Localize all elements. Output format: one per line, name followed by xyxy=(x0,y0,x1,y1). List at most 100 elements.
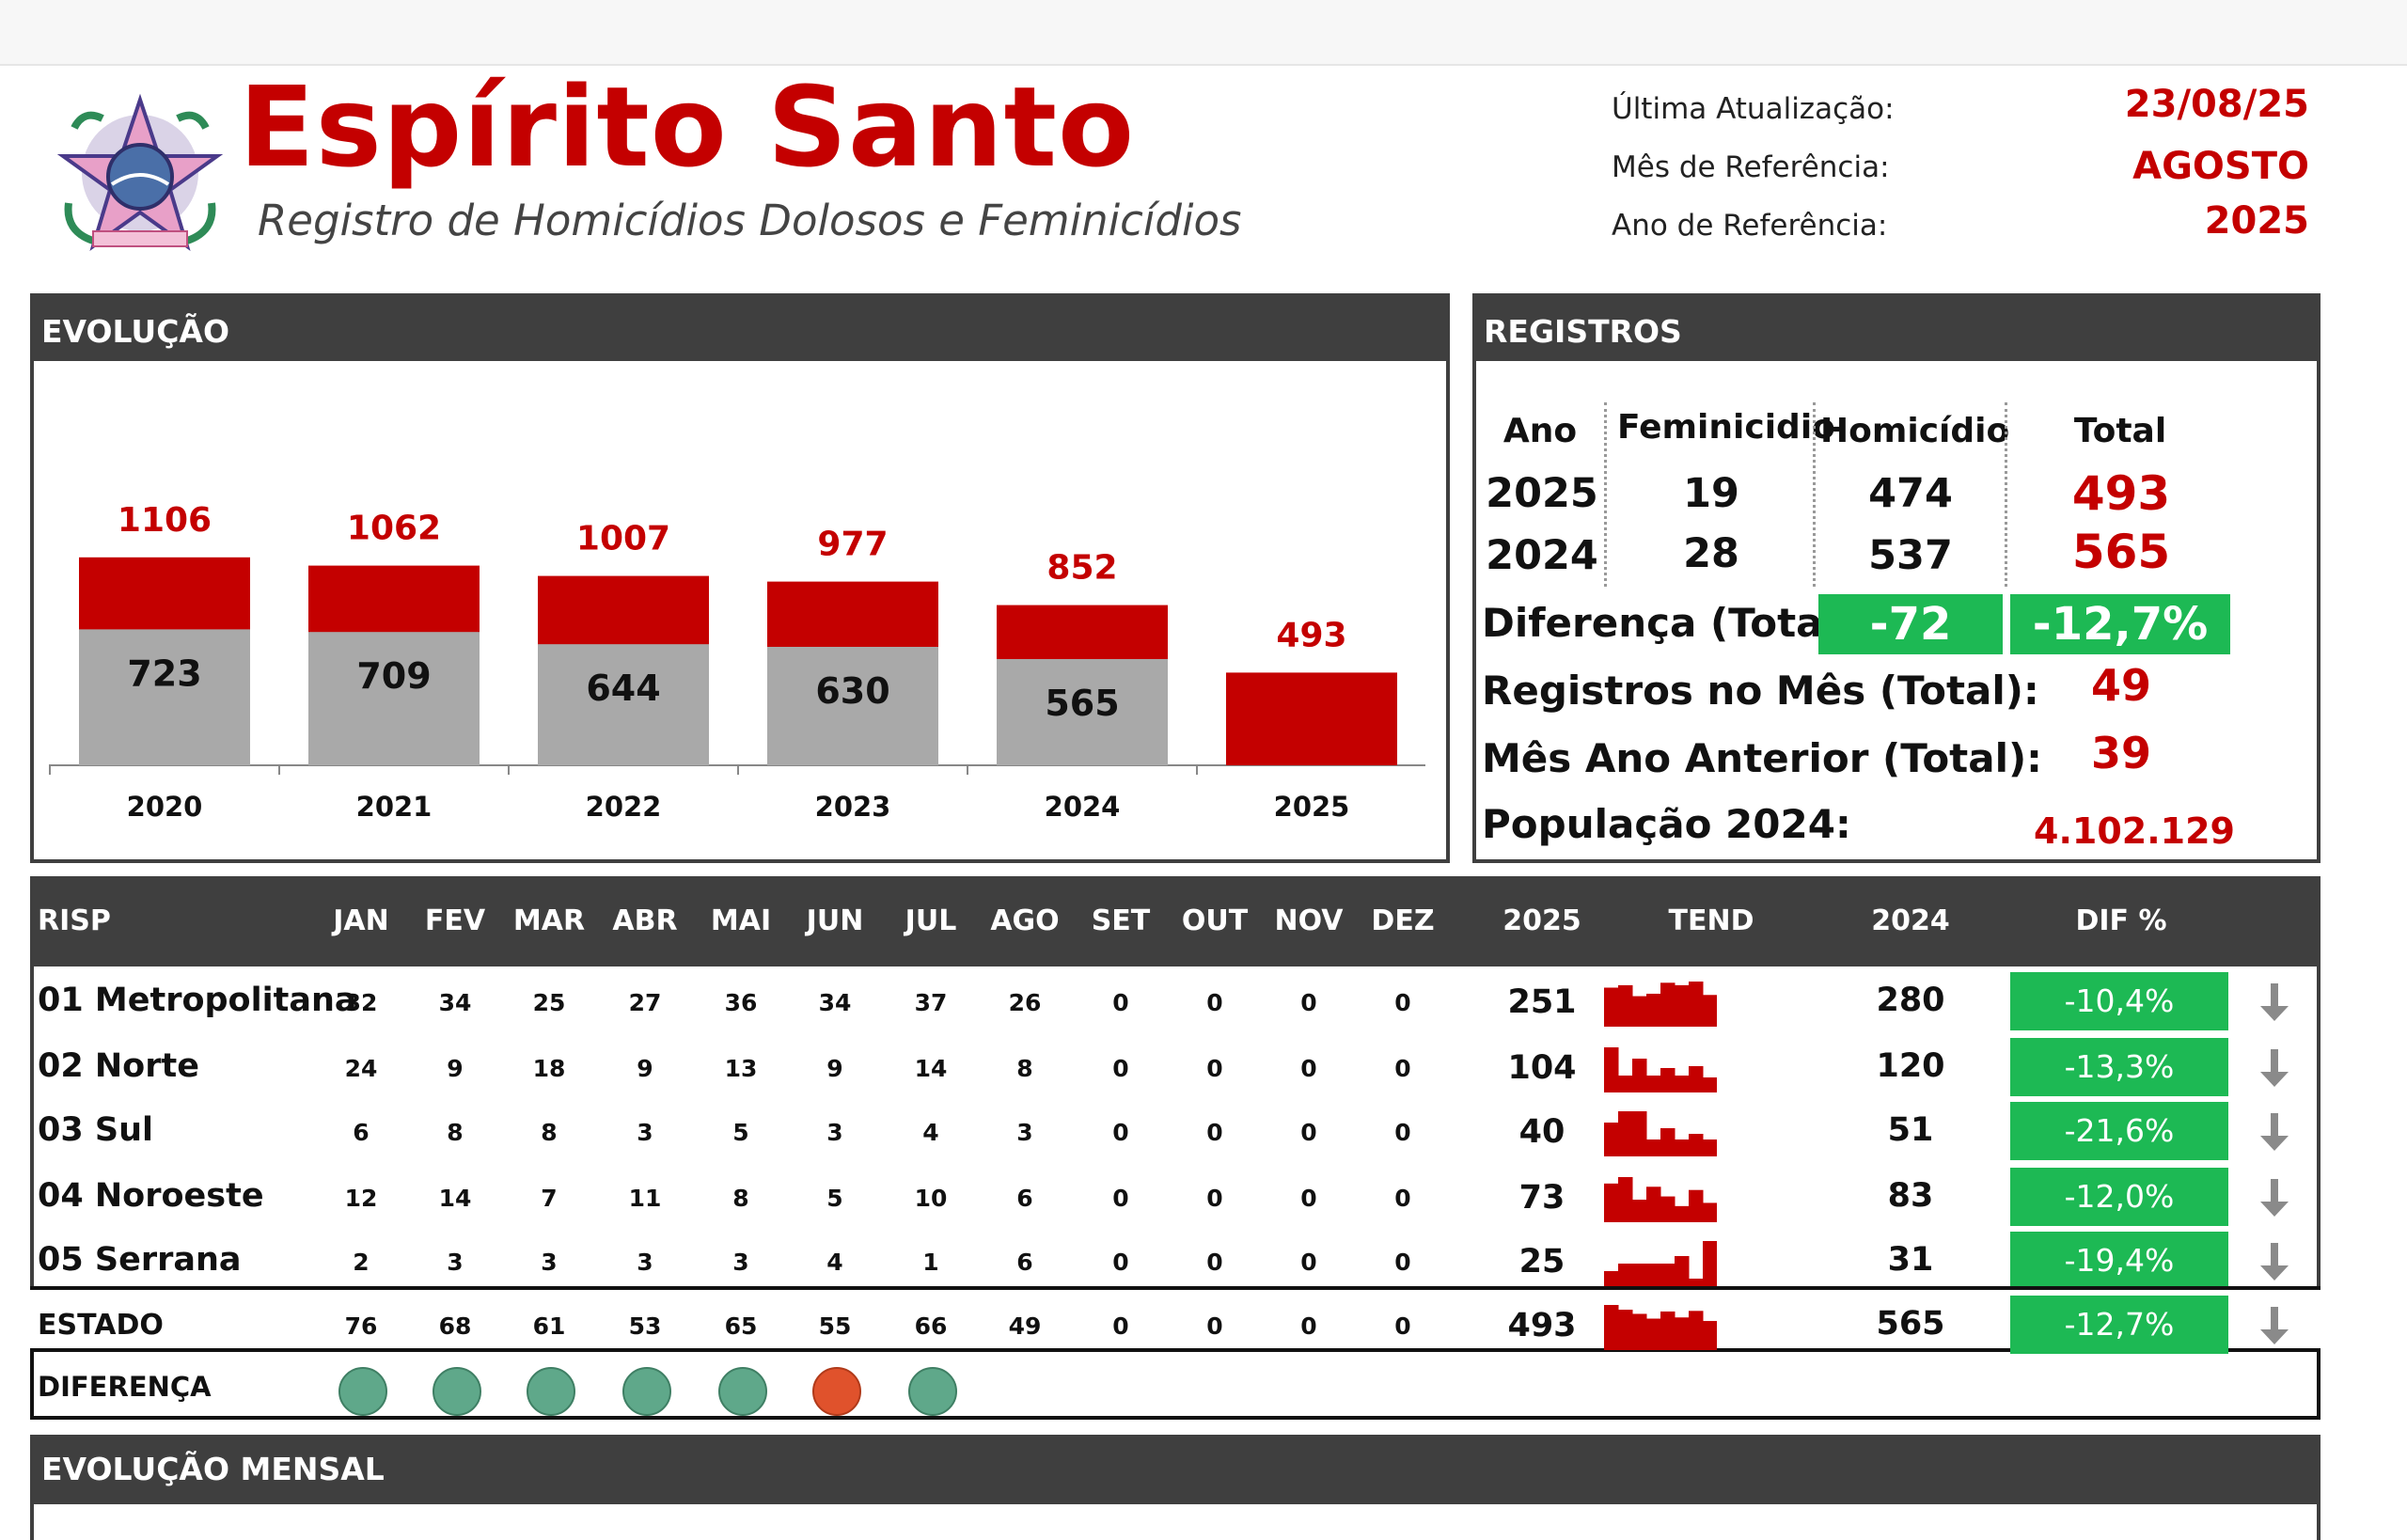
risp-month-cell: 5 xyxy=(732,1119,749,1146)
evolucao-heading: EVOLUÇÃO xyxy=(30,293,1450,361)
last-update-value: 23/08/25 xyxy=(2124,83,2309,126)
trend-bar xyxy=(1618,1076,1633,1092)
risp-month-cell: 37 xyxy=(914,989,948,1016)
risp-month-cell: 3 xyxy=(637,1249,653,1276)
risp-month-cell: 76 xyxy=(344,1312,378,1340)
risp-month-cell: 0 xyxy=(1394,1119,1411,1146)
risp-month-cell: 6 xyxy=(1016,1249,1033,1276)
risp-month-cell: 0 xyxy=(1206,1055,1223,1082)
evolucao-mensal-panel xyxy=(30,1504,2320,1540)
registros-heading: REGISTROS xyxy=(1472,293,2320,361)
risp-month-cell: 0 xyxy=(1206,989,1223,1016)
diferenca-indicator-down xyxy=(908,1367,957,1416)
risp-month-cell: 8 xyxy=(541,1119,558,1146)
risp-dif-badge: -19,4% xyxy=(2010,1232,2228,1290)
bar-total-2025 xyxy=(1226,672,1397,765)
risp-month-cell: 9 xyxy=(447,1055,464,1082)
bar-segment-2024 xyxy=(997,659,1168,765)
risp-month-cell: 0 xyxy=(1206,1119,1223,1146)
trend-bar xyxy=(1632,1059,1647,1092)
bar-segment-2022 xyxy=(538,644,709,765)
reference-month-value: AGOSTO xyxy=(2132,145,2309,188)
trend-bar xyxy=(1646,1139,1661,1156)
risp-dif-badge: -12,7% xyxy=(2010,1296,2228,1354)
risp-month-cell: 3 xyxy=(541,1249,558,1276)
risp-month-cell: 3 xyxy=(1016,1119,1033,1146)
state-emblem-icon xyxy=(56,93,224,252)
risp-month-cell: 0 xyxy=(1394,1055,1411,1082)
inner-value-label-2024: 565 xyxy=(1045,683,1119,724)
risp-row-name: ESTADO xyxy=(38,1309,164,1342)
risp-month-cell: 6 xyxy=(353,1119,370,1146)
last-update-label: Última Atualização: xyxy=(1612,92,1895,126)
risp-month-cell: 18 xyxy=(532,1055,566,1082)
risp-month-cell: 27 xyxy=(628,989,662,1016)
diferenca-total-label: Diferença (Total): xyxy=(1482,600,1870,646)
trend-bar xyxy=(1604,1123,1619,1156)
risp-month-cell: 11 xyxy=(628,1185,662,1212)
risp-col-ago: AGO xyxy=(990,904,1060,937)
risp-month-cell: 0 xyxy=(1112,1249,1129,1276)
risp-month-cell: 14 xyxy=(438,1185,472,1212)
page-subtitle: Registro de Homicídios Dolosos e Feminic… xyxy=(258,196,1242,245)
risp-month-cell: 2 xyxy=(353,1249,370,1276)
risp-month-cell: 9 xyxy=(826,1055,843,1082)
trend-bar xyxy=(1618,984,1633,1027)
risp-col-mar: MAR xyxy=(512,904,586,937)
inner-value-label-2021: 709 xyxy=(356,655,431,697)
trend-sparkline xyxy=(1604,1047,1717,1092)
trend-bar xyxy=(1703,1077,1717,1092)
diferenca-row-box xyxy=(30,1352,2320,1420)
trend-sparkline xyxy=(1604,982,1717,1027)
registros-col-homicidio: Homicídio xyxy=(1820,412,2010,450)
reference-month-label: Mês de Referência: xyxy=(1612,150,1890,184)
risp-month-cell: 0 xyxy=(1300,989,1317,1016)
arrow-down-icon xyxy=(2260,1113,2289,1151)
risp-col-2024: 2024 xyxy=(1871,904,1950,937)
registros-total-2024: 565 xyxy=(2071,525,2171,579)
diferenca-indicator-down xyxy=(433,1367,481,1416)
registros-feminicidio-2025: 19 xyxy=(1683,470,1739,517)
risp-total-2024: 31 xyxy=(1887,1241,1934,1279)
registros-feminicidio-2024: 28 xyxy=(1683,530,1739,577)
risp-row-name: 01 Metropolitana xyxy=(38,982,357,1019)
risp-month-cell: 9 xyxy=(637,1055,653,1082)
top-bar xyxy=(0,0,2407,66)
total-value-label-2021: 1062 xyxy=(347,510,441,548)
risp-row-name: 02 Norte xyxy=(38,1047,199,1085)
risp-col-jul: JUL xyxy=(905,904,957,937)
risp-col-fev: FEV xyxy=(424,904,486,937)
risp-right-border xyxy=(2317,966,2320,1286)
risp-total-2025: 493 xyxy=(1507,1307,1577,1344)
risp-month-cell: 0 xyxy=(1112,1119,1129,1146)
risp-month-cell: 0 xyxy=(1112,1185,1129,1212)
x-tick-label-2024: 2024 xyxy=(1045,791,1121,823)
risp-dif-badge: -10,4% xyxy=(2010,972,2228,1030)
registros-col-total: Total xyxy=(2073,412,2167,450)
risp-month-cell: 4 xyxy=(826,1249,843,1276)
diferenca-row-label: DIFERENÇA xyxy=(38,1371,212,1403)
registros-col-ano: Ano xyxy=(1502,412,1578,450)
trend-bar xyxy=(1703,1321,1717,1350)
risp-month-cell: 0 xyxy=(1206,1185,1223,1212)
risp-month-cell: 0 xyxy=(1300,1185,1317,1212)
arrow-down-icon xyxy=(2260,1049,2289,1087)
risp-month-cell: 0 xyxy=(1112,1312,1129,1340)
risp-month-cell: 26 xyxy=(1008,989,1042,1016)
risp-month-cell: 3 xyxy=(732,1249,749,1276)
risp-total-2024: 120 xyxy=(1876,1047,1945,1085)
risp-month-cell: 6 xyxy=(1016,1185,1033,1212)
trend-bar xyxy=(1604,1305,1619,1350)
risp-month-cell: 68 xyxy=(438,1312,472,1340)
risp-col-risp: RISP xyxy=(38,904,111,937)
risp-left-border xyxy=(30,966,34,1286)
risp-dif-badge: -12,0% xyxy=(2010,1168,2228,1226)
registros-mes-value: 49 xyxy=(2090,660,2151,711)
risp-month-cell: 0 xyxy=(1206,1312,1223,1340)
total-value-label-2022: 1007 xyxy=(576,520,670,558)
diferenca-indicator-down xyxy=(338,1367,387,1416)
trend-bar xyxy=(1632,1111,1647,1156)
trend-bar xyxy=(1675,984,1690,1027)
risp-month-cell: 0 xyxy=(1112,989,1129,1016)
trend-bar xyxy=(1632,1264,1647,1286)
